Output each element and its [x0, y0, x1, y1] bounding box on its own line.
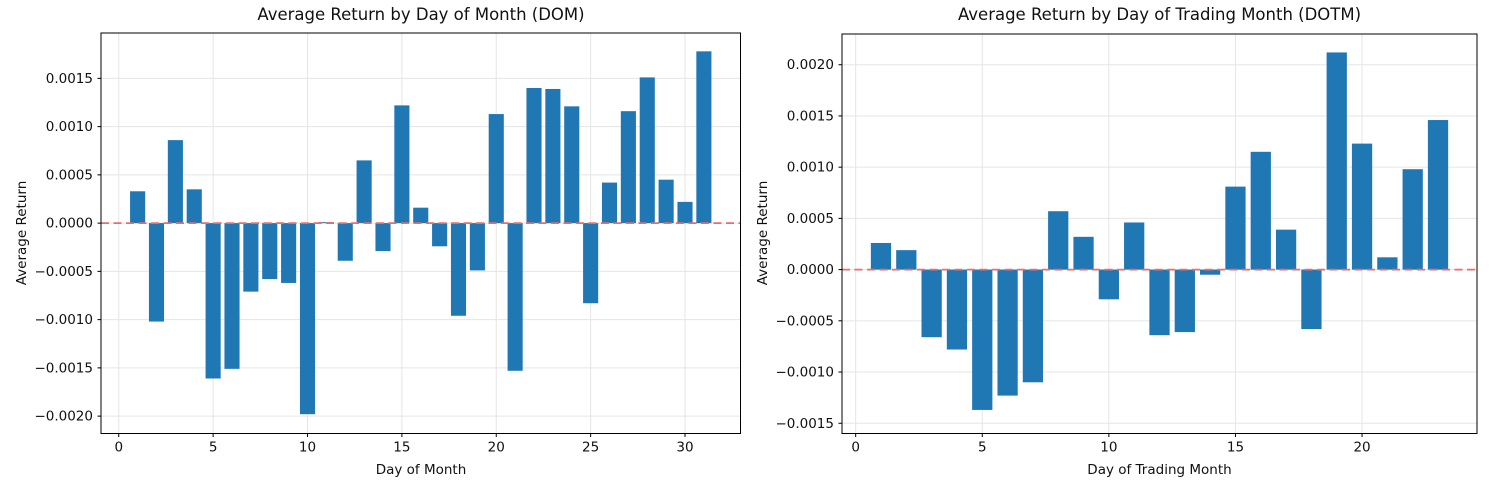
- chart-dom: 0 5 10 15 20 25 30 0.0015 0.0010 0.0005 0.0000 −0.0…: [34, 32, 741, 456]
- bar-day-18: [1301, 269, 1322, 330]
- chart-dom-ylabel: Average Return: [14, 180, 30, 286]
- tick-label-x: 5: [209, 440, 218, 456]
- bar-day-19: [1326, 52, 1347, 270]
- bar-day-3: [921, 269, 942, 338]
- bar-day-15: [1225, 186, 1246, 270]
- bar-day-16: [413, 207, 429, 224]
- tick-label-y: 0.0015: [787, 108, 834, 124]
- bar-day-10: [1098, 269, 1119, 300]
- bar-day-30: [677, 201, 693, 224]
- bar-day-27: [620, 111, 636, 224]
- bar-day-5: [205, 223, 221, 379]
- plot-border: [100, 32, 741, 434]
- bar-day-22: [526, 88, 542, 224]
- bar-day-23: [1427, 120, 1449, 270]
- bar-day-17: [1275, 229, 1297, 270]
- tick-label-x: 5: [978, 440, 987, 456]
- bar-day-28: [639, 77, 655, 224]
- tick-label-y: 0.0000: [46, 216, 93, 232]
- chart-dotm: 0 5 10 15 20 0.0020 0.0015 0.0010 0.0005 0.0000 −0…: [775, 33, 1478, 456]
- tick-label-y: −0.0005: [775, 313, 834, 329]
- bar-day-12: [337, 223, 353, 261]
- bar-day-7: [1022, 269, 1044, 383]
- tick-label-y: −0.0020: [34, 409, 93, 425]
- chart-dom-title: Average Return by Day of Month (DOM): [257, 5, 585, 24]
- chart-dom-xlabel: Day of Month: [375, 462, 467, 478]
- tick-label-y: 0.0000: [787, 262, 834, 278]
- bar-day-13: [356, 160, 372, 224]
- bar-day-18: [450, 223, 467, 316]
- tick-label-y: −0.0005: [34, 264, 93, 280]
- tick-label-x: 20: [488, 440, 505, 456]
- tick-label-y: 0.0005: [46, 167, 93, 183]
- tick-label-y: −0.0010: [34, 312, 93, 328]
- bar-day-26: [601, 182, 618, 224]
- tick-label-x: 20: [1353, 440, 1370, 456]
- bar-day-3: [167, 140, 183, 224]
- chart-dotm-ylabel: Average Return: [755, 180, 771, 286]
- tick-label-y: −0.0015: [775, 416, 834, 432]
- bar-day-6: [997, 269, 1018, 396]
- tick-label-y: 0.0015: [46, 71, 93, 87]
- bar-day-14: [375, 223, 391, 252]
- bar-day-20: [488, 114, 504, 224]
- bar-day-31: [696, 51, 712, 224]
- tick-label-x: 25: [582, 440, 599, 456]
- bar-day-13: [1174, 269, 1195, 333]
- bar-day-16: [1250, 151, 1271, 270]
- chart-dotm-title: Average Return by Day of Trading Month (…: [957, 5, 1362, 24]
- bar-day-8: [262, 223, 278, 280]
- bar-day-10: [299, 223, 316, 415]
- bar-day-7: [243, 223, 259, 292]
- bar-day-8: [1048, 211, 1069, 270]
- tick-label-x: 0: [851, 440, 860, 456]
- chart-dotm-xlabel: Day of Trading Month: [1087, 462, 1232, 478]
- tick-label-x: 10: [1100, 440, 1117, 456]
- tick-label-x: 30: [676, 440, 693, 456]
- bar-day-25: [583, 223, 599, 304]
- tick-label-x: 0: [114, 440, 123, 456]
- bar-day-1: [870, 242, 892, 270]
- tick-label-y: −0.0015: [34, 360, 93, 376]
- plot-border: [841, 33, 1478, 434]
- bar-day-22: [1402, 169, 1423, 270]
- bar-day-29: [658, 179, 674, 224]
- tick-label-y: 0.0005: [787, 211, 834, 227]
- bar-day-4: [946, 269, 968, 350]
- tick-label-x: 15: [393, 440, 410, 456]
- bar-day-21: [507, 223, 523, 371]
- bar-day-5: [972, 269, 993, 410]
- bar-day-23: [545, 88, 561, 224]
- bar-day-24: [564, 106, 580, 224]
- bar-day-6: [224, 223, 240, 369]
- bar-day-1: [130, 191, 146, 224]
- bar-day-20: [1351, 143, 1373, 270]
- bar-day-9: [1073, 236, 1094, 270]
- tick-label-x: 10: [299, 440, 316, 456]
- bar-day-17: [432, 223, 448, 247]
- bar-day-11: [1124, 222, 1145, 270]
- tick-label-y: 0.0020: [787, 57, 834, 73]
- bar-day-19: [469, 223, 485, 271]
- bar-day-14: [1200, 269, 1221, 275]
- bar-day-9: [281, 223, 297, 283]
- bar-day-21: [1377, 257, 1398, 270]
- tick-label-y: −0.0010: [775, 365, 834, 381]
- tick-label-y: 0.0010: [787, 160, 834, 176]
- bar-day-2: [896, 250, 917, 270]
- tick-label-y: 0.0010: [46, 119, 93, 135]
- bar-day-4: [186, 189, 202, 224]
- tick-label-x: 15: [1227, 440, 1244, 456]
- bar-day-12: [1149, 269, 1170, 336]
- bar-day-15: [394, 105, 410, 224]
- bar-day-2: [148, 223, 165, 322]
